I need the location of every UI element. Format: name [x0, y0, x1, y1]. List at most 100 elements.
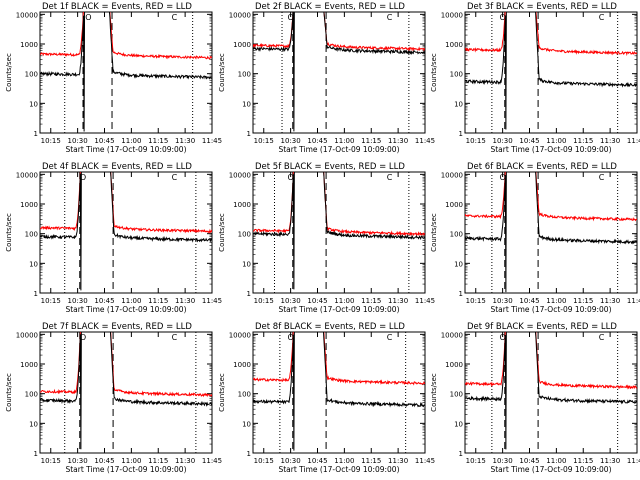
x-tick-label: 11:15	[148, 297, 168, 305]
x-axis-label: Start Time (17-Oct-09 10:09:00)	[278, 465, 399, 474]
x-tick-label: 11:30	[388, 137, 408, 145]
x-tick-label: 10:30	[281, 137, 301, 145]
x-tick-label: 11:00	[546, 137, 566, 145]
series-line-lld	[253, 12, 425, 52]
series-line-lld	[465, 332, 637, 390]
x-tick-label: 10:45	[519, 137, 539, 145]
attenuator-open-marker: O	[287, 173, 293, 182]
attenuator-open-marker: O	[287, 333, 293, 342]
x-tick-label: 10:45	[94, 457, 114, 465]
x-tick-label: 10:15	[41, 457, 61, 465]
y-tick-label: 1000	[233, 41, 251, 49]
y-tick-label: 1000	[445, 361, 463, 369]
x-tick-label: 11:45	[627, 457, 640, 465]
y-tick-label: 1000	[20, 41, 38, 49]
y-tick-label: 10000	[229, 171, 251, 179]
attenuator-close-marker: C	[172, 13, 178, 22]
y-tick-label: 100	[25, 71, 38, 79]
y-tick-label: 10	[454, 100, 463, 108]
plot-frame	[252, 331, 426, 454]
y-axis-label: Counts/sec	[5, 213, 13, 252]
y-tick-label: 100	[450, 391, 463, 399]
panel-title: Det 1f BLACK = Events, RED = LLD	[42, 2, 192, 12]
x-tick-label: 11:30	[388, 457, 408, 465]
y-tick-label: 100	[25, 231, 38, 239]
y-tick-label: 1000	[20, 361, 38, 369]
x-tick-label: 10:45	[519, 457, 539, 465]
x-tick-label: 11:45	[415, 457, 435, 465]
y-tick-label: 1	[459, 130, 463, 138]
x-tick-label: 11:45	[202, 297, 222, 305]
x-tick-label: 11:15	[361, 297, 381, 305]
panel-title: Det 7f BLACK = Events, RED = LLD	[42, 322, 192, 332]
y-tick-label: 1	[247, 450, 251, 458]
x-tick-label: 10:30	[493, 297, 513, 305]
y-tick-label: 100	[238, 71, 251, 79]
x-tick-label: 10:15	[254, 297, 274, 305]
x-axis-label: Start Time (17-Oct-09 10:09:00)	[490, 145, 611, 154]
x-tick-label: 10:15	[41, 137, 61, 145]
x-tick-label: 11:45	[202, 457, 222, 465]
series-line-lld	[40, 172, 212, 234]
y-tick-label: 1	[459, 450, 463, 458]
y-axis-label: Counts/sec	[218, 373, 226, 412]
y-tick-label: 10000	[16, 171, 38, 179]
x-tick-label: 11:00	[546, 297, 566, 305]
x-tick-label: 10:15	[254, 457, 274, 465]
x-tick-label: 10:45	[307, 457, 327, 465]
y-tick-label: 10000	[16, 331, 38, 339]
series-line-lld	[253, 172, 425, 237]
series-line-lld	[465, 172, 637, 222]
x-tick-label: 11:00	[121, 137, 141, 145]
panel-title: Det 2f BLACK = Events, RED = LLD	[255, 2, 405, 12]
series-line-lld	[465, 12, 637, 57]
attenuator-close-marker: C	[172, 173, 178, 182]
y-tick-label: 10	[242, 420, 251, 428]
x-tick-label: 11:30	[175, 457, 195, 465]
y-tick-label: 10000	[229, 11, 251, 19]
panel-2: Det 2f BLACK = Events, RED = LLD 1 10 100 10…	[218, 2, 435, 154]
x-tick-label: 11:45	[627, 137, 640, 145]
y-tick-label: 1000	[233, 361, 251, 369]
y-tick-label: 1	[34, 130, 38, 138]
series-line-events	[465, 172, 637, 293]
series-line-events	[40, 12, 212, 132]
x-tick-label: 10:30	[281, 457, 301, 465]
x-tick-label: 11:15	[361, 137, 381, 145]
attenuator-open-marker: O	[287, 13, 293, 22]
x-tick-label: 11:30	[175, 137, 195, 145]
y-tick-label: 100	[450, 231, 463, 239]
y-tick-label: 10	[454, 420, 463, 428]
plot-frame	[39, 171, 213, 294]
attenuator-close-marker: C	[387, 333, 393, 342]
attenuator-open-marker: O	[499, 13, 505, 22]
series-line-events	[465, 12, 637, 130]
attenuator-close-marker: C	[387, 13, 393, 22]
x-tick-label: 10:45	[307, 137, 327, 145]
series-line-lld	[253, 332, 425, 386]
x-tick-label: 11:45	[415, 137, 435, 145]
x-tick-label: 11:45	[415, 297, 435, 305]
y-tick-label: 1	[34, 450, 38, 458]
x-tick-label: 11:30	[600, 297, 620, 305]
y-tick-label: 10000	[16, 11, 38, 19]
x-axis-label: Start Time (17-Oct-09 10:09:00)	[490, 305, 611, 314]
y-tick-label: 1000	[233, 201, 251, 209]
series-line-lld	[40, 12, 212, 60]
y-tick-label: 1	[459, 290, 463, 298]
y-axis-label: Counts/sec	[218, 53, 226, 92]
y-tick-label: 1	[247, 130, 251, 138]
x-tick-label: 10:30	[281, 297, 301, 305]
x-axis-label: Start Time (17-Oct-09 10:09:00)	[65, 465, 186, 474]
x-tick-label: 10:30	[493, 137, 513, 145]
y-tick-label: 1	[247, 290, 251, 298]
y-axis-label: Counts/sec	[430, 53, 438, 92]
panel-1: Det 1f BLACK = Events, RED = LLD 1 10 100 10…	[5, 2, 222, 154]
y-tick-label: 10000	[441, 331, 463, 339]
y-tick-label: 10	[454, 260, 463, 268]
y-tick-label: 10000	[441, 171, 463, 179]
plot-frame	[39, 331, 213, 454]
x-tick-label: 11:00	[121, 297, 141, 305]
x-tick-label: 10:15	[466, 137, 486, 145]
x-tick-label: 11:45	[627, 297, 640, 305]
